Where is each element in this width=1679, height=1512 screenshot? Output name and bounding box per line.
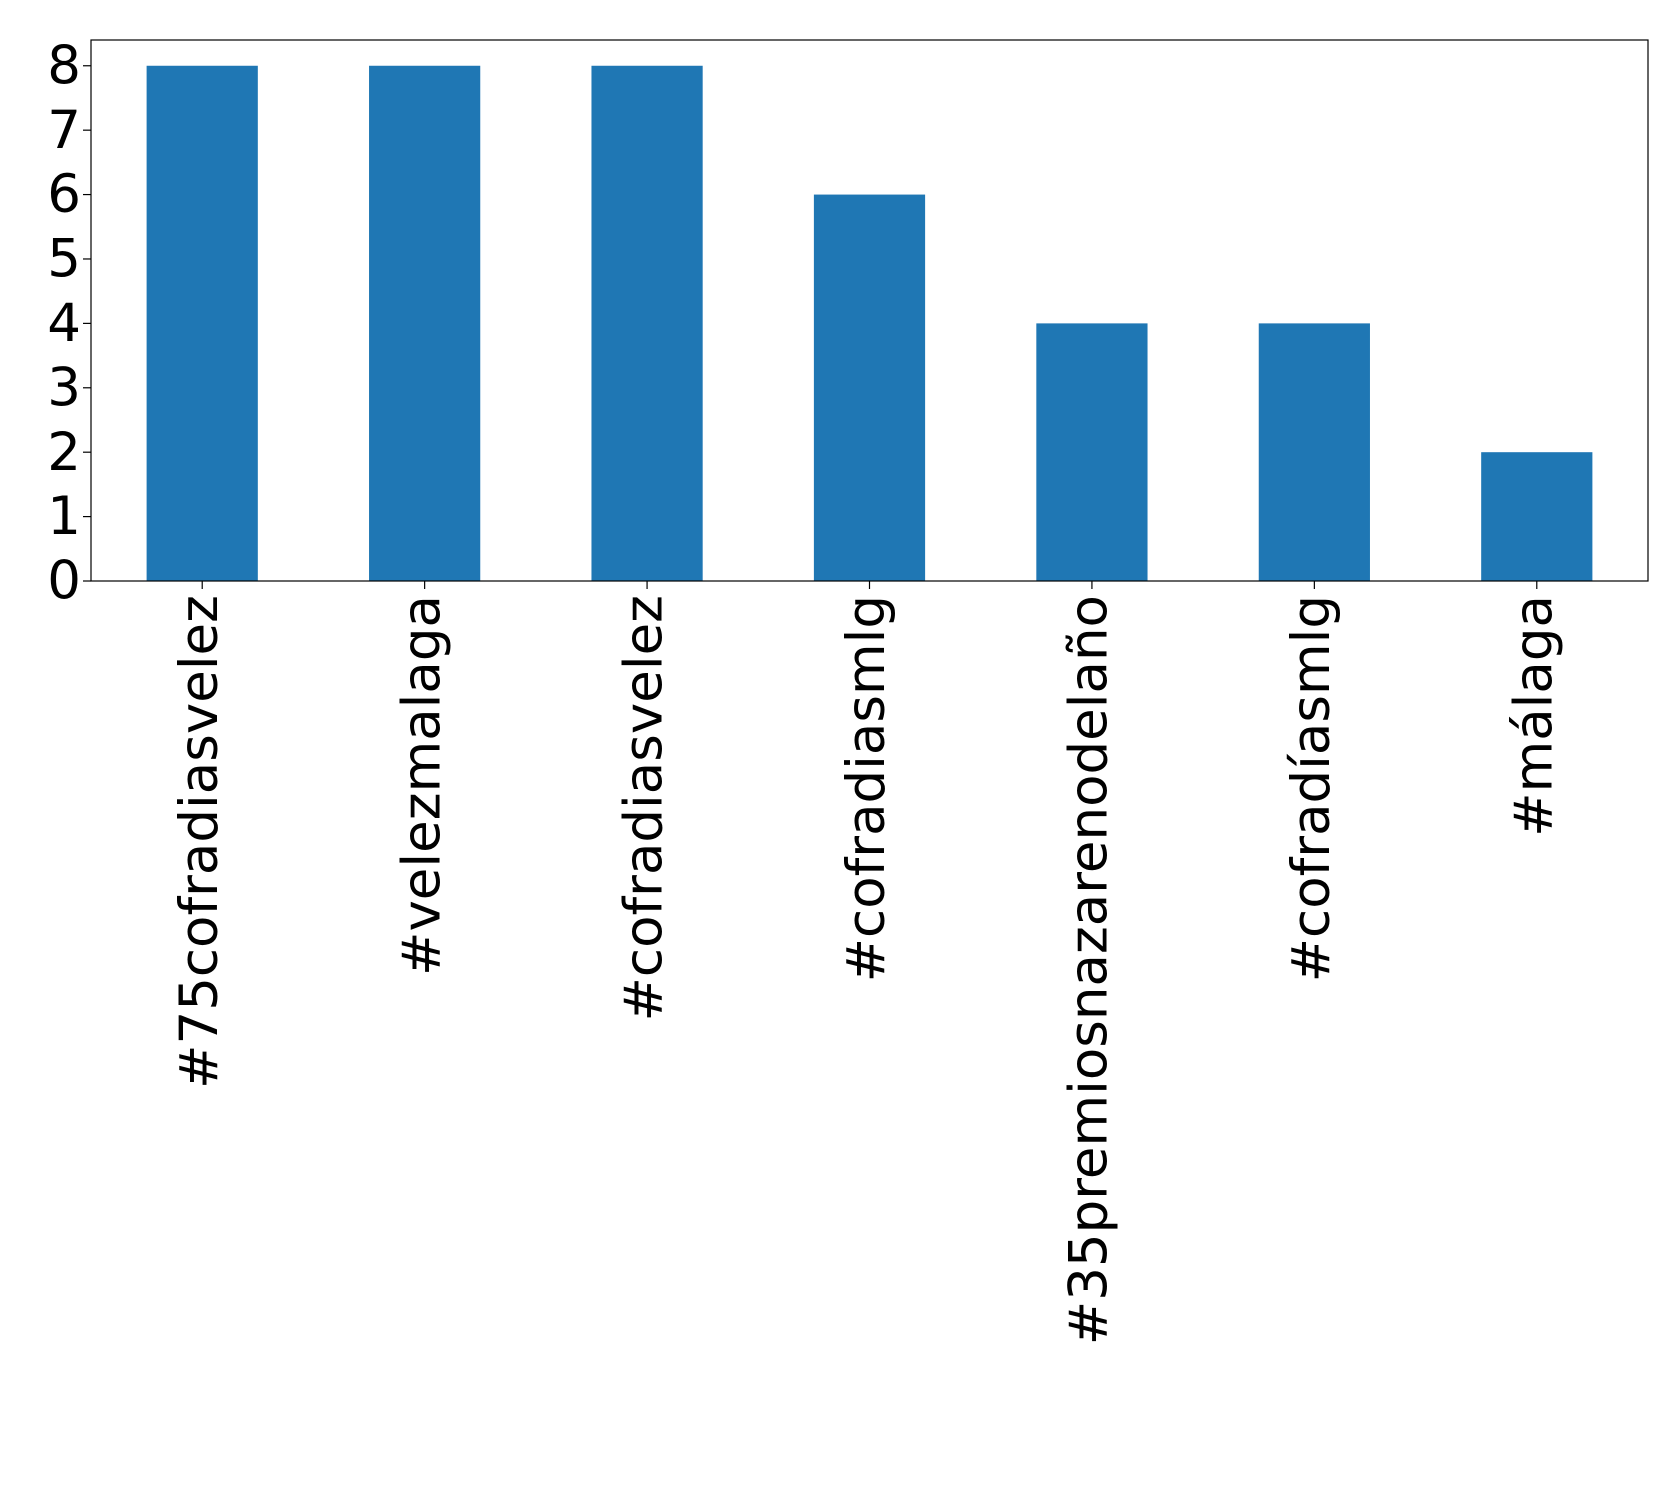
y-tick-label: 8	[47, 35, 81, 96]
x-tick-label: #75cofradiasvelez	[169, 595, 230, 1089]
x-tick-label: #cofradiasvelez	[614, 595, 675, 1021]
plot-frame	[90, 39, 1649, 582]
x-tick-label: #málaga	[1503, 595, 1564, 837]
bar	[146, 65, 258, 581]
y-tick-label: 2	[47, 422, 81, 483]
bar	[1258, 323, 1370, 581]
y-tick-label: 6	[47, 164, 81, 225]
x-tick-label: #cofradiasmlg	[836, 595, 897, 982]
y-tick-label: 3	[47, 357, 81, 418]
y-tick-label: 5	[47, 229, 81, 290]
x-tick-label: #35premiosnazarenodelaño	[1059, 595, 1120, 1345]
y-tick-label: 1	[47, 486, 81, 547]
bar	[1036, 323, 1148, 581]
x-tick-label: #cofradíasmlg	[1281, 595, 1342, 982]
bar	[1481, 452, 1593, 581]
bar	[369, 65, 481, 581]
x-tick-label: #velezmalaga	[391, 595, 452, 976]
bar	[813, 194, 926, 582]
y-tick-label: 4	[47, 293, 81, 354]
bar	[591, 65, 703, 581]
y-tick-label: 0	[47, 551, 81, 612]
y-tick-label: 7	[47, 100, 81, 161]
